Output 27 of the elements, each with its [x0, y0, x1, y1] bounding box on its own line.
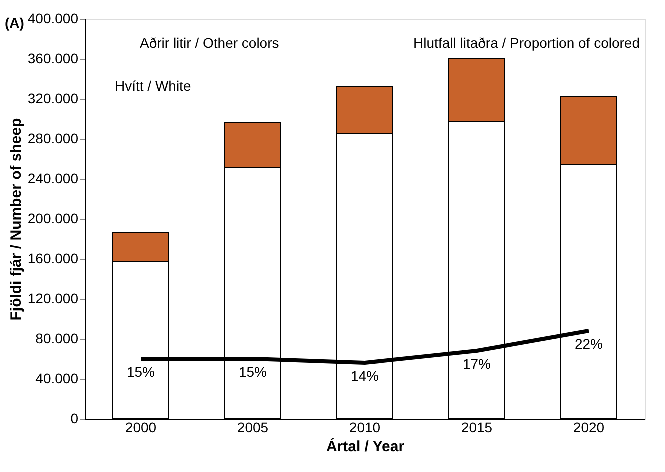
y-tick-label: 0 [70, 410, 79, 426]
annotation: Hlutfall litaðra / Proportion of colored [414, 35, 640, 51]
data-label: 22% [574, 336, 604, 352]
annotation: Hvítt / White [115, 78, 192, 94]
y-tick-label: 160.000 [28, 250, 79, 266]
text: (A) [5, 15, 24, 31]
y-tick-label: 280.000 [28, 130, 79, 146]
y-tick-label: 120.000 [28, 290, 79, 306]
x-axis-title: Ártal / Year [326, 438, 405, 456]
y-tick-label: 320.000 [28, 90, 79, 106]
data-label: 15% [238, 364, 268, 380]
data-label: 14% [350, 368, 380, 384]
y-tick-label: 40.000 [36, 370, 79, 386]
data-label: 15% [126, 364, 156, 380]
y-tick-label: 360.000 [28, 50, 79, 66]
data-label: 17% [462, 356, 492, 372]
y-tick-label: 200.000 [28, 210, 79, 226]
x-tick-label: 2010 [349, 420, 381, 436]
x-tick-label: 2020 [573, 420, 605, 436]
x-tick-label: 2005 [237, 420, 269, 436]
x-tick-label: 2015 [461, 420, 493, 436]
y-tick-label: 400.000 [28, 10, 79, 26]
annotation: Aðrir litir / Other colors [140, 35, 280, 51]
x-tick-label: 2000 [125, 420, 157, 436]
y-tick-label: 80.000 [36, 330, 79, 346]
y-axis-title: Fjöldi fjár / Number of sheep [8, 118, 25, 321]
y-tick-label: 240.000 [28, 170, 79, 186]
